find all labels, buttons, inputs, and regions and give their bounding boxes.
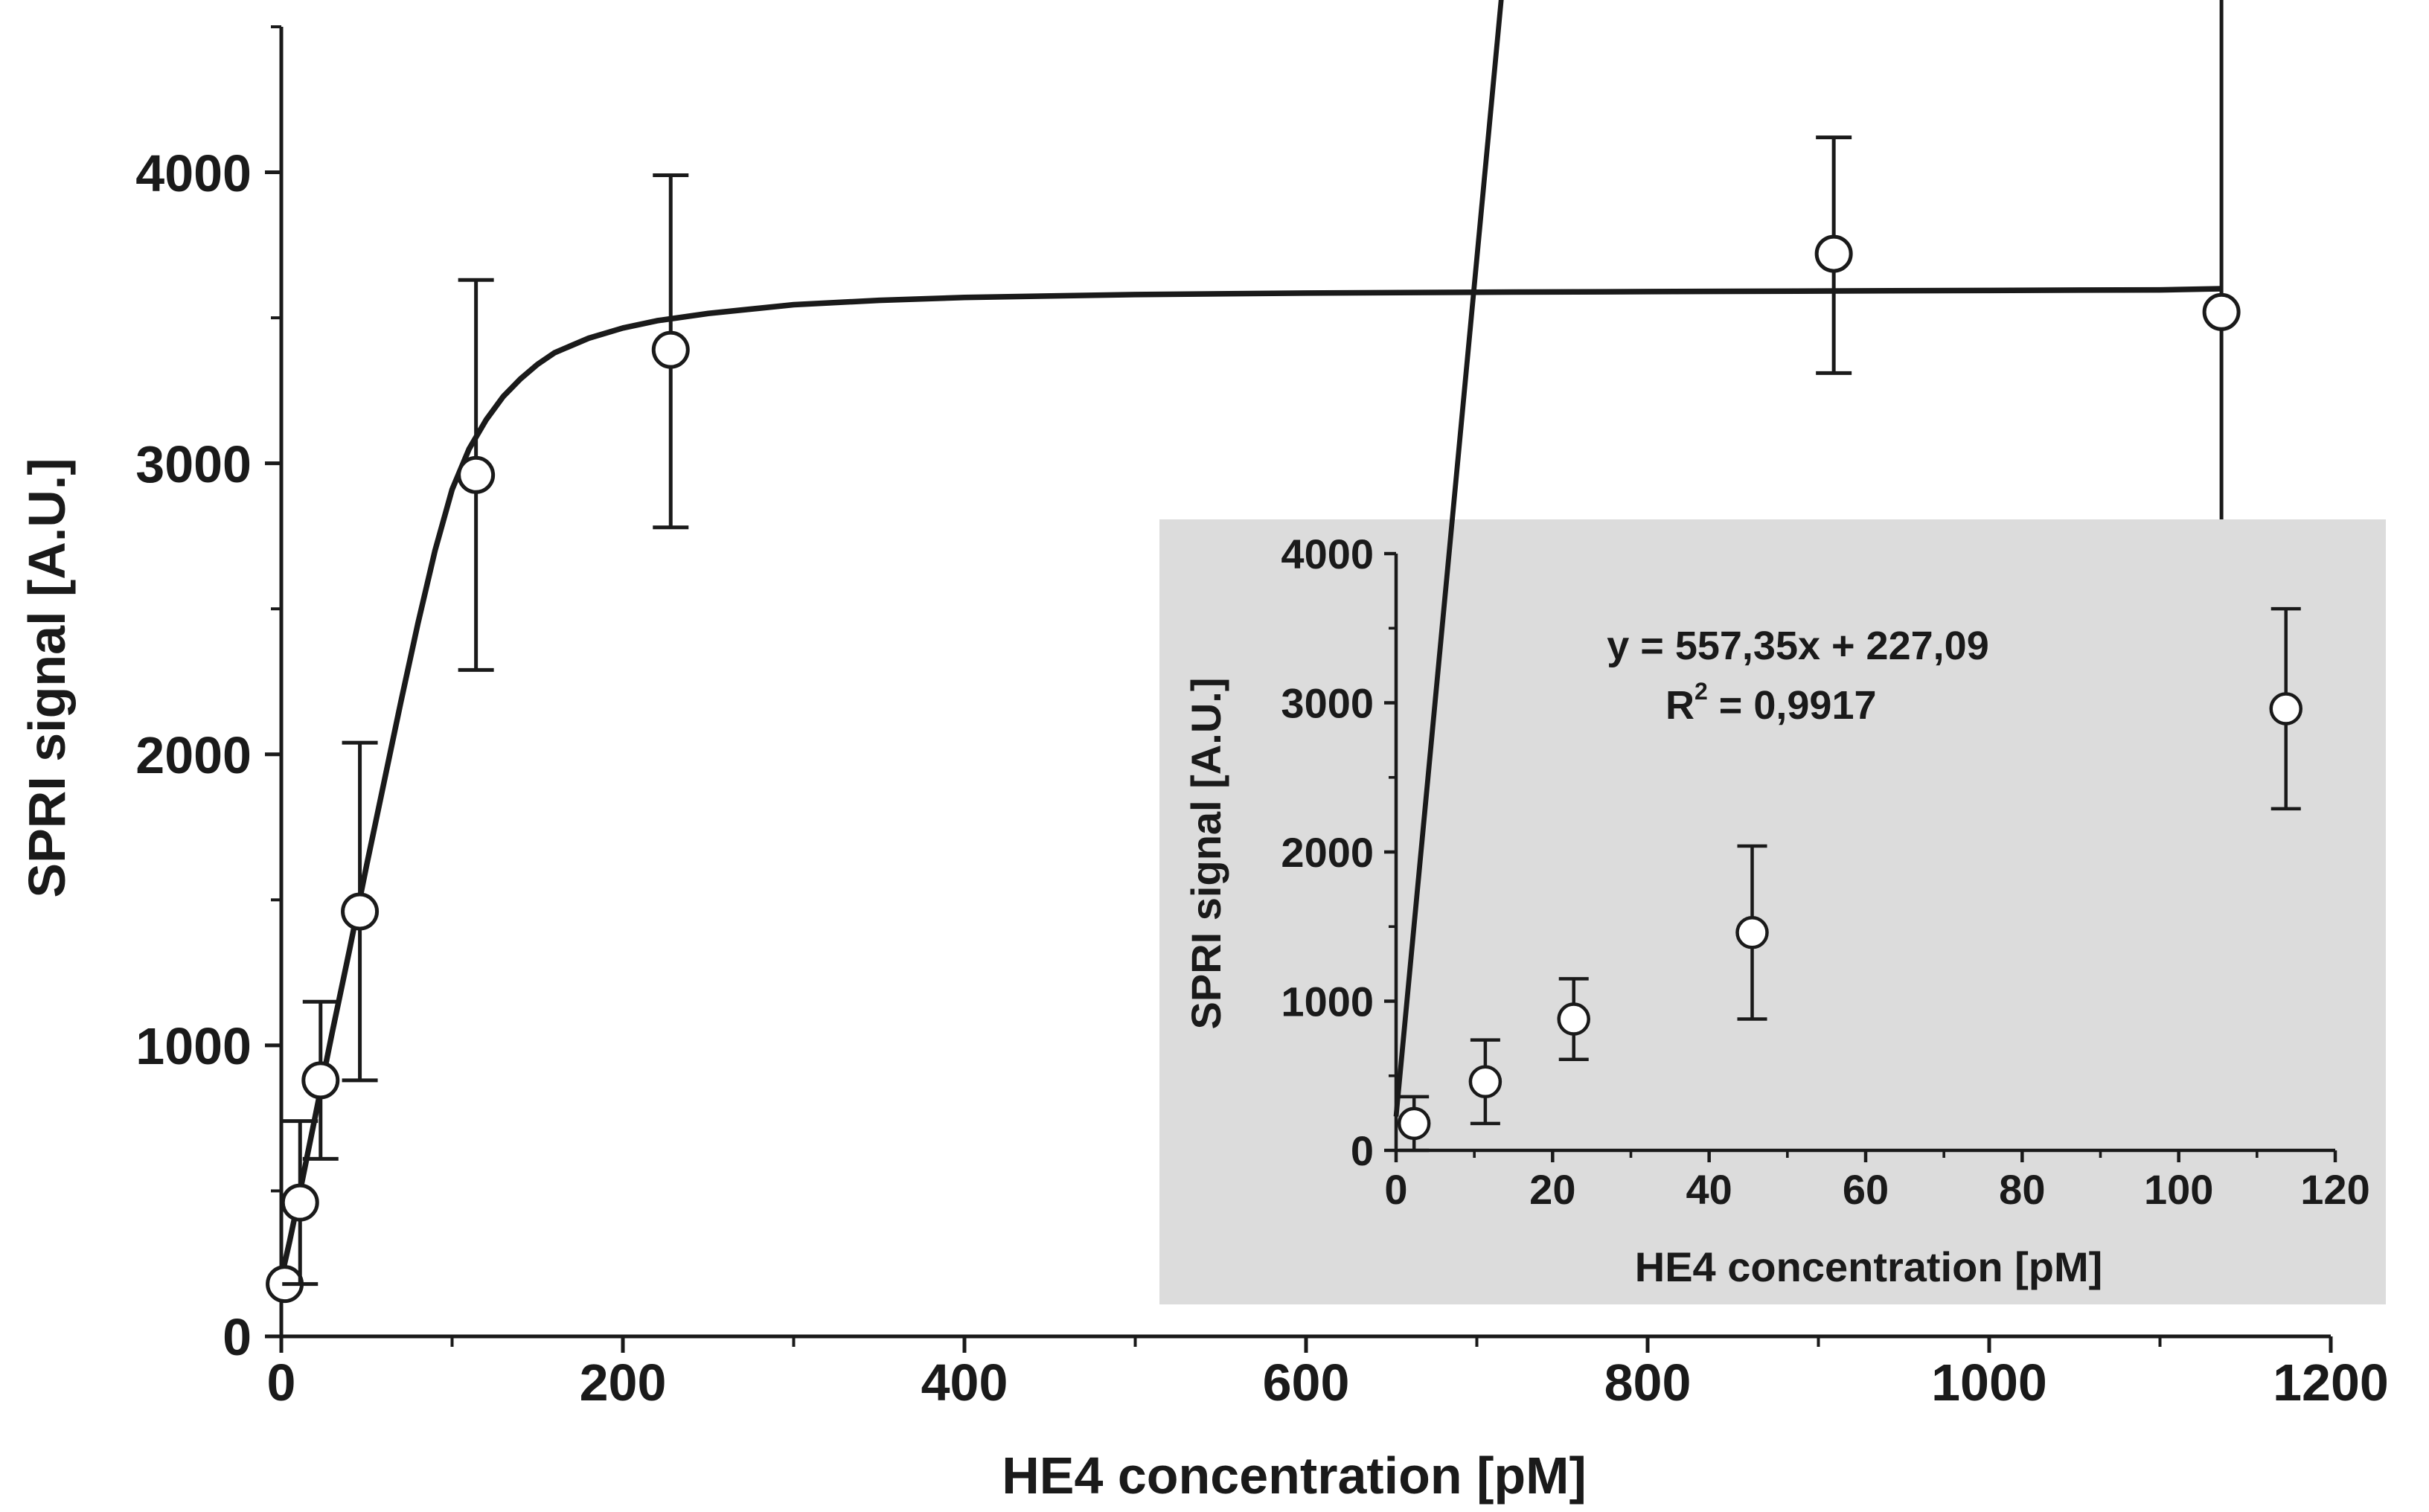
inset-x-tick-label: 100	[2144, 1166, 2213, 1213]
main-data-points	[266, 0, 2241, 1304]
inset-data-points	[1397, 606, 2302, 1153]
inset-r-squared-value: = 0,9917	[1708, 683, 1877, 728]
main-x-axis-title: HE4 concentration [pM]	[1002, 1447, 1587, 1505]
main-data-point	[651, 330, 690, 369]
inset-x-tick-label: 60	[1843, 1166, 1889, 1213]
inset-y-tick-label: 4000	[1281, 531, 1374, 577]
inset-y-tick-label: 3000	[1281, 680, 1374, 727]
main-data-point	[2202, 292, 2241, 331]
inset-r-squared-exponent: 2	[1694, 678, 1708, 705]
main-data-point	[1814, 234, 1853, 273]
inset-x-tick-label: 20	[1529, 1166, 1575, 1213]
main-x-tick-label: 400	[921, 1354, 1008, 1412]
inset-data-point	[1468, 1065, 1502, 1099]
main-data-point	[341, 892, 380, 931]
inset-data-point	[1397, 1106, 1431, 1141]
inset-data-point	[2269, 692, 2302, 725]
inset-fit-equation: y = 557,35x + 227,09	[1607, 624, 1988, 668]
main-x-tick-label: 800	[1604, 1354, 1692, 1412]
inset-x-tick-label: 80	[1999, 1166, 2045, 1213]
inset-x-axis-title: HE4 concentration [pM]	[1635, 1243, 2102, 1290]
inset-axes: 0 20 40 60 80 100 120 0 1000 2000 3000 4000	[1281, 531, 2369, 1213]
inset-y-tick-label: 2000	[1281, 829, 1374, 876]
main-x-tick-label: 1200	[2273, 1354, 2389, 1412]
main-y-tick-label: 3000	[135, 435, 252, 493]
main-y-tick-label: 1000	[135, 1017, 252, 1075]
main-x-tick-label: 200	[580, 1354, 667, 1412]
inset-y-tick-label: 1000	[1281, 978, 1374, 1025]
main-y-tick-label: 0	[223, 1308, 252, 1366]
inset-r-squared-r: R	[1665, 683, 1694, 728]
inset-background	[1159, 519, 2386, 1304]
main-x-tick-label: 600	[1263, 1354, 1350, 1412]
inset-data-point	[1557, 1002, 1590, 1036]
main-y-tick-label: 4000	[135, 144, 252, 202]
main-y-tick-label: 2000	[135, 726, 252, 784]
main-data-point	[457, 455, 496, 494]
inset-x-tick-label: 120	[2300, 1166, 2369, 1213]
main-x-tick-label: 1000	[1931, 1354, 2047, 1412]
main-y-axis-title: SPRI signal [A.U.]	[18, 458, 76, 897]
inset-r-squared: R2 = 0,9917	[1665, 678, 1877, 728]
main-x-tick-label: 0	[267, 1354, 296, 1412]
inset-x-tick-label: 40	[1686, 1166, 1732, 1213]
inset-x-tick-label: 0	[1384, 1166, 1407, 1213]
main-data-point	[301, 1061, 340, 1100]
main-data-point	[281, 1183, 319, 1222]
inset-data-point	[1735, 916, 1769, 949]
inset-y-tick-label: 0	[1351, 1127, 1374, 1174]
inset-y-axis-title: SPRI signal [A.U.]	[1183, 678, 1229, 1030]
